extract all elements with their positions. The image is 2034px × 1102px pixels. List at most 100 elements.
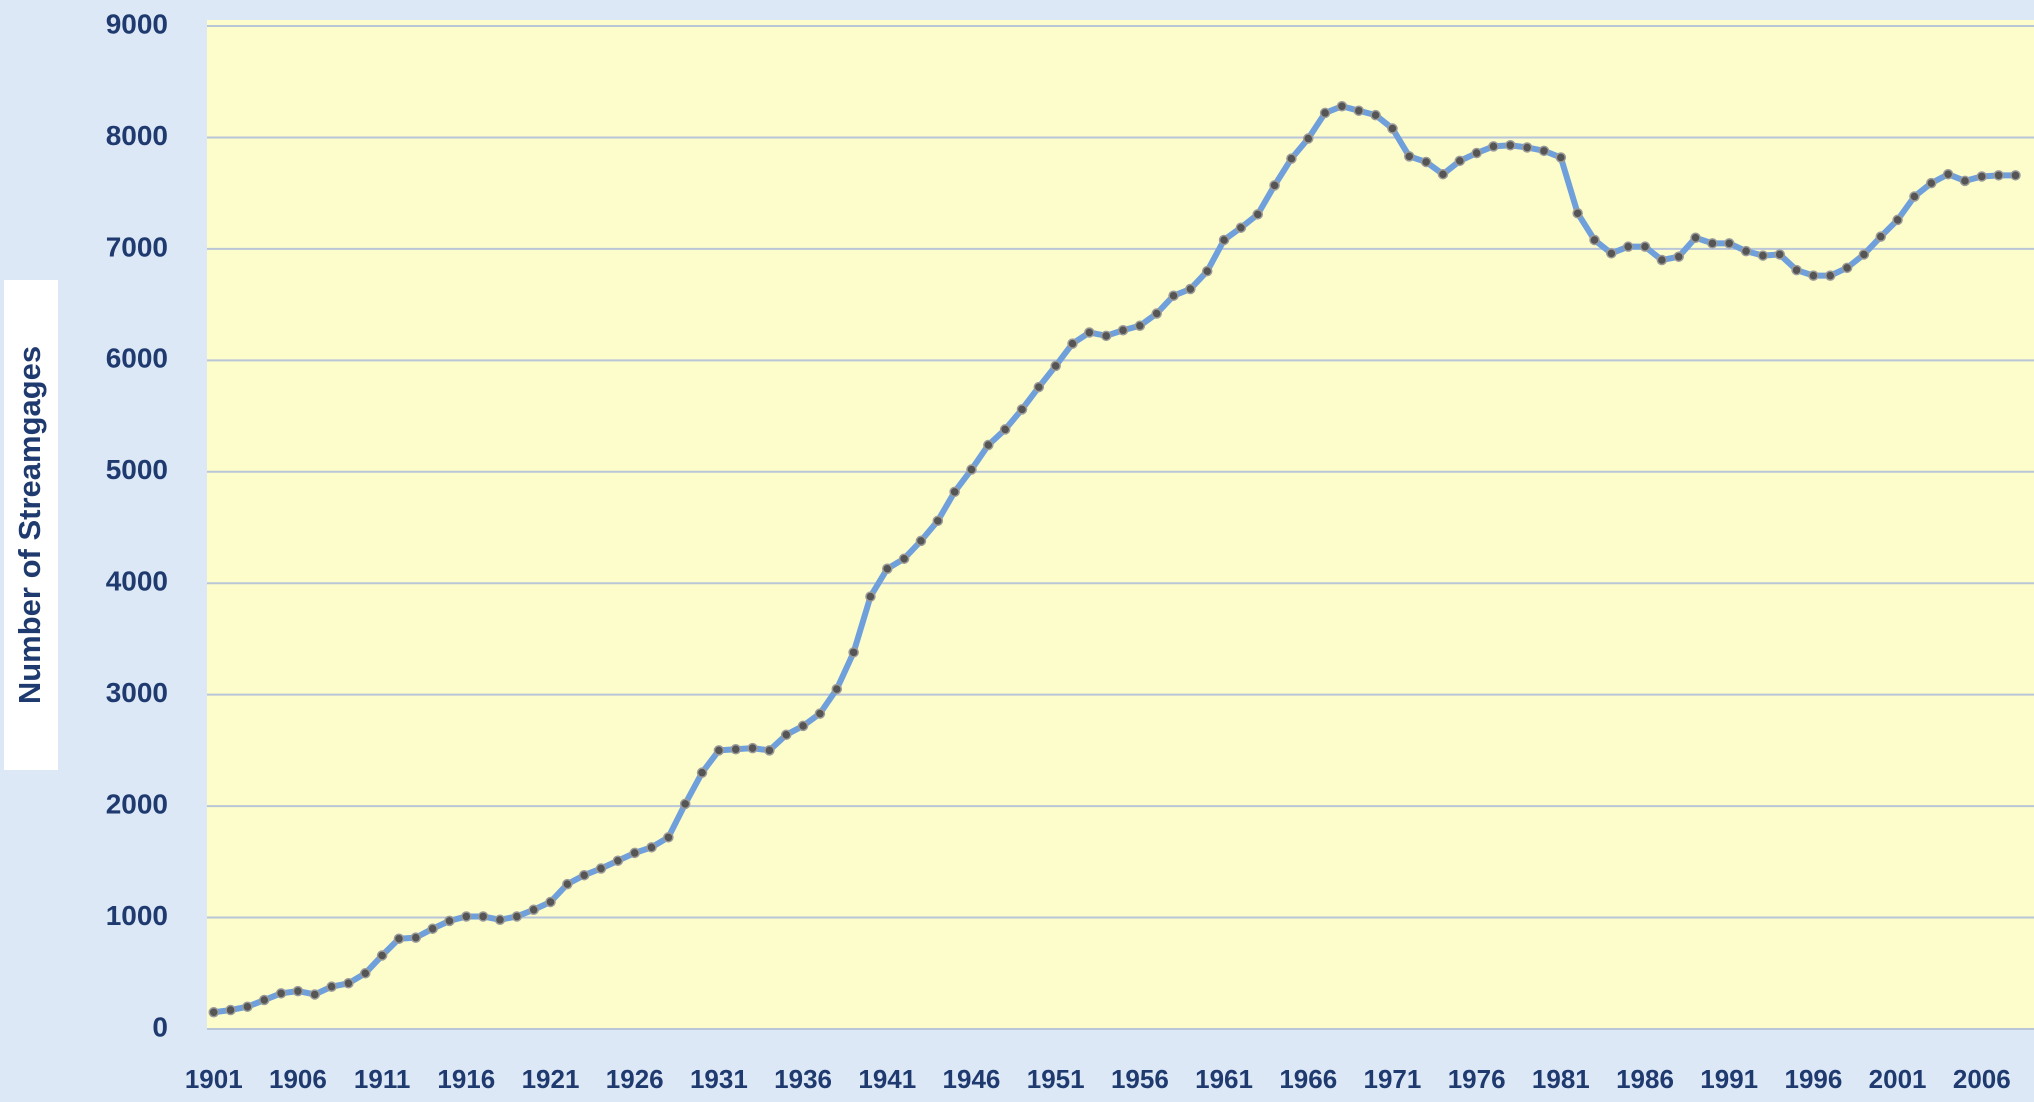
data-point — [1286, 153, 1297, 164]
data-point — [1201, 265, 1213, 277]
data-point — [275, 988, 287, 999]
x-tick-label: 1926 — [606, 1064, 664, 1094]
data-point — [309, 989, 321, 1000]
data-point — [1808, 270, 1819, 281]
data-point — [1084, 327, 1095, 338]
data-point — [1252, 209, 1263, 220]
data-point — [242, 1001, 253, 1012]
x-tick-label: 2006 — [1953, 1064, 2011, 1094]
x-tick-label: 1911 — [354, 1064, 410, 1094]
x-tick-label: 1961 — [1195, 1064, 1253, 1094]
data-point — [1707, 238, 1718, 249]
y-tick-label: 1000 — [106, 900, 168, 931]
data-point — [730, 744, 741, 755]
x-tick-label: 1986 — [1616, 1064, 1674, 1094]
data-point — [713, 745, 725, 756]
x-tick-label: 1901 — [185, 1064, 243, 1094]
data-point — [1100, 330, 1112, 342]
data-point — [1353, 105, 1365, 116]
data-point — [764, 745, 775, 756]
data-point — [1757, 250, 1769, 261]
data-point — [562, 878, 573, 890]
x-tick-label: 1936 — [774, 1064, 832, 1094]
data-point — [1319, 107, 1331, 119]
data-point — [1942, 168, 1954, 180]
data-point — [1521, 142, 1533, 153]
data-point — [1858, 249, 1870, 260]
data-point — [1926, 177, 1937, 189]
data-point — [898, 553, 910, 564]
data-point — [1774, 249, 1785, 260]
data-point — [225, 1004, 236, 1016]
x-tick-label: 1951 — [1027, 1064, 1085, 1094]
data-point — [343, 978, 354, 989]
data-point — [999, 424, 1011, 435]
data-point — [1673, 251, 1684, 262]
x-tick-label: 1931 — [690, 1064, 748, 1094]
data-point — [1825, 270, 1836, 281]
x-tick-label: 1971 — [1364, 1064, 1422, 1094]
data-point — [1437, 168, 1449, 180]
data-point — [1185, 283, 1196, 295]
data-point — [1656, 254, 1668, 266]
data-point — [1218, 234, 1230, 246]
data-point — [1909, 191, 1920, 202]
data-point — [1420, 156, 1432, 168]
data-point — [595, 863, 607, 874]
data-point — [848, 647, 859, 658]
data-point — [259, 994, 270, 1006]
data-point — [1269, 180, 1280, 191]
data-point — [1555, 152, 1567, 163]
x-tick-label: 1941 — [858, 1064, 916, 1094]
data-point — [1690, 232, 1701, 243]
data-point — [1033, 381, 1045, 393]
data-point — [612, 855, 624, 866]
x-tick-label: 1916 — [437, 1064, 495, 1094]
y-tick-label: 7000 — [106, 231, 168, 262]
data-point — [781, 729, 792, 741]
data-point — [360, 968, 371, 979]
y-tick-label: 5000 — [106, 454, 168, 485]
data-point — [1993, 170, 2004, 181]
data-point — [1404, 151, 1415, 162]
data-point — [427, 923, 438, 934]
data-point — [1538, 145, 1550, 157]
data-point — [1117, 324, 1129, 336]
data-point — [1976, 171, 1988, 182]
data-point — [2010, 170, 2021, 181]
data-point — [376, 950, 388, 961]
data-point — [1723, 238, 1735, 249]
x-tick-label: 1946 — [943, 1064, 1001, 1094]
data-point — [528, 904, 539, 916]
plot-area — [207, 20, 2034, 1029]
data-point — [1791, 264, 1802, 276]
data-point — [545, 896, 556, 908]
data-point — [1050, 360, 1061, 372]
data-point — [1505, 139, 1516, 151]
x-tick-label: 2001 — [1869, 1064, 1927, 1094]
x-tick-label: 1956 — [1111, 1064, 1169, 1094]
y-tick-label: 4000 — [106, 566, 168, 597]
data-point — [1454, 155, 1466, 167]
data-point — [410, 932, 422, 943]
data-point — [1488, 141, 1499, 152]
data-point — [1892, 214, 1903, 226]
y-tick-label: 0 — [152, 1011, 168, 1042]
y-tick-label: 6000 — [106, 343, 168, 374]
data-point — [663, 832, 674, 843]
data-point — [983, 439, 994, 451]
data-point — [326, 981, 337, 992]
data-point — [1303, 133, 1314, 144]
data-point — [949, 486, 960, 498]
data-point — [646, 842, 657, 853]
data-point — [1841, 262, 1853, 274]
x-tick-label: 1966 — [1279, 1064, 1337, 1094]
data-point — [1740, 245, 1752, 257]
data-point — [461, 911, 472, 922]
x-tick-label: 1981 — [1532, 1064, 1590, 1094]
x-tick-label: 1991 — [1700, 1064, 1758, 1094]
data-point — [1134, 320, 1146, 332]
data-point — [696, 767, 708, 778]
